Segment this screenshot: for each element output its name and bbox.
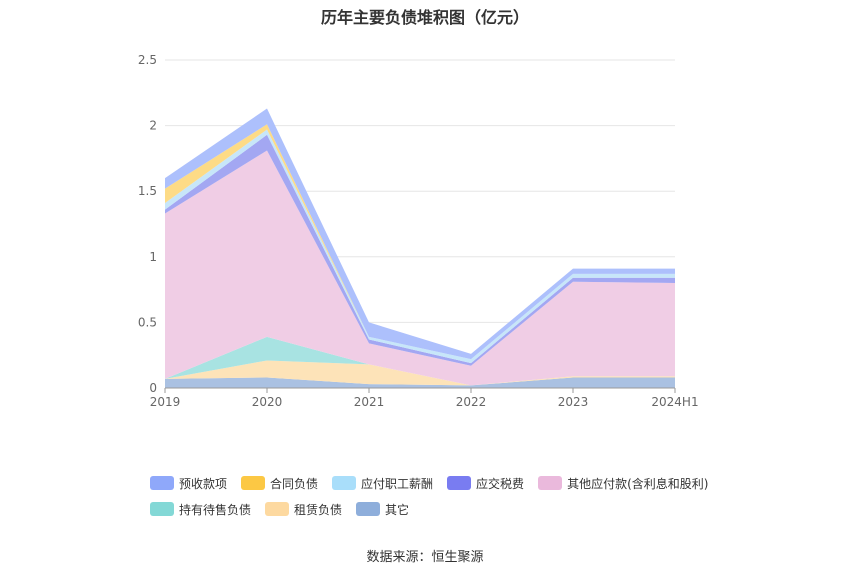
legend-item[interactable]: 应付职工薪酬 (332, 475, 433, 492)
stacked-area-chart: 0 0.5 1 1.5 2 2.5 2019 2020 2021 2022 2023 2024H1 (138, 53, 699, 409)
x-tick-label: 2019 (150, 395, 181, 409)
legend-item[interactable]: 预收款项 (150, 475, 227, 492)
legend-label: 租赁负债 (294, 502, 343, 517)
area-series-3 (165, 150, 675, 386)
legend-label: 其他应付款(含利息和股利) (567, 476, 709, 491)
x-tick-label: 2023 (558, 395, 589, 409)
y-tick-label: 1.5 (138, 184, 157, 198)
area-series-2 (165, 336, 675, 386)
chart-title: 历年主要负债堆积图（亿元） (320, 8, 529, 27)
y-tick-label: 2 (149, 119, 157, 133)
area-series-0 (165, 377, 675, 388)
legend-row: 预收款项 合同负债 应付职工薪酬 应交税费 其他应付款(含利息和股利) (150, 470, 750, 496)
data-source-note: 数据来源：恒生聚源 (366, 550, 484, 565)
legend-swatch (150, 502, 174, 516)
legend-row: 持有待售负债 租赁负债 其它 (150, 496, 750, 522)
y-tick-label: 0 (149, 381, 157, 395)
x-tick-label: 2022 (456, 395, 487, 409)
y-tick-label: 1 (149, 250, 157, 264)
area-series-1 (165, 360, 675, 386)
legend-item[interactable]: 合同负债 (241, 475, 318, 492)
legend-swatch (265, 502, 290, 516)
legend-item[interactable]: 租赁负债 (265, 501, 342, 518)
x-tick-label: 2021 (354, 395, 385, 409)
legend-label: 应交税费 (476, 476, 525, 491)
legend-label: 应付职工薪酬 (361, 476, 434, 491)
chart-legend: 预收款项 合同负债 应付职工薪酬 应交税费 其他应付款(含利息和股利) 持有待售负债 租赁… (150, 470, 750, 522)
legend-swatch (538, 476, 563, 490)
legend-swatch (241, 476, 266, 490)
legend-swatch (447, 476, 472, 490)
area-series-4 (165, 134, 675, 366)
legend-swatch (150, 476, 174, 490)
legend-item[interactable]: 其他应付款(含利息和股利) (538, 475, 708, 492)
x-tick-label: 2020 (252, 395, 283, 409)
legend-label: 其它 (385, 502, 410, 517)
legend-swatch (356, 502, 381, 516)
area-series-7 (165, 108, 675, 360)
x-tick-label: 2024H1 (651, 395, 698, 409)
legend-label: 持有待售负债 (179, 502, 252, 517)
y-tick-label: 2.5 (138, 53, 157, 67)
legend-label: 预收款项 (179, 476, 228, 491)
legend-label: 合同负债 (270, 476, 319, 491)
legend-item[interactable]: 持有待售负债 (150, 501, 251, 518)
legend-item[interactable]: 应交税费 (447, 475, 524, 492)
y-tick-label: 0.5 (138, 315, 157, 329)
legend-swatch (332, 476, 357, 490)
legend-item[interactable]: 其它 (356, 501, 409, 518)
